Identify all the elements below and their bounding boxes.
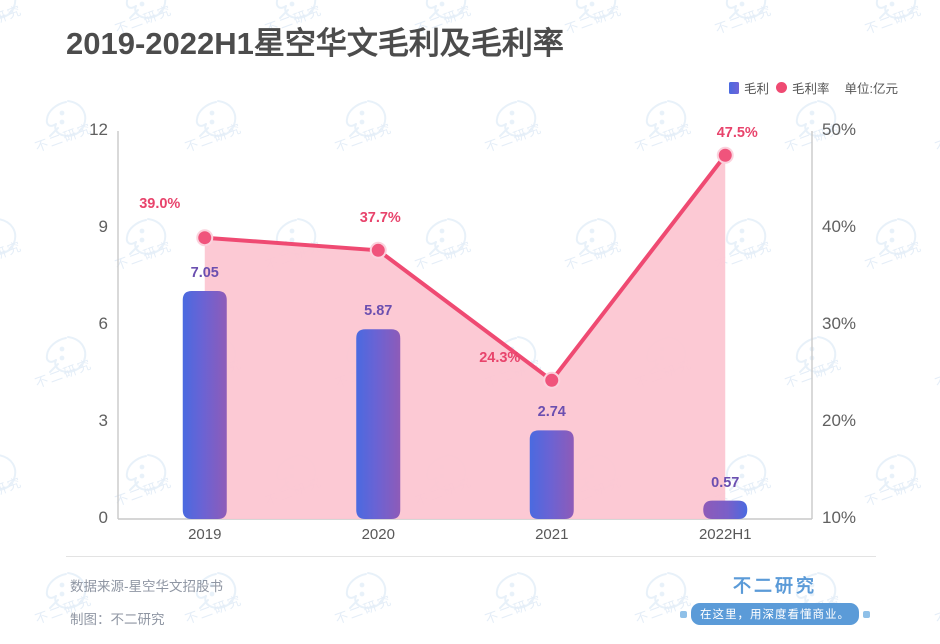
bar-2021[interactable] [529, 430, 574, 519]
line-value-label-2019: 39.0% [139, 195, 181, 212]
line-marker-group [196, 146, 734, 389]
chart-title: 2019-2022H1星空华文毛利及毛利率 [66, 26, 564, 61]
bar-value-label-2022H1: 0.57 [711, 474, 740, 491]
bar-2020[interactable] [356, 329, 401, 519]
line-value-label-2021: 24.3% [479, 350, 521, 367]
y-axis-left-tick: 6 [98, 314, 108, 333]
legend-item-bar[interactable]: 毛利 [728, 78, 769, 97]
brand-dash-right-icon [863, 610, 870, 618]
y-axis-right-tick: 10% [822, 508, 857, 527]
legend-unit-label: 单位:亿元 [844, 82, 898, 96]
x-axis-tick-2019: 2019 [188, 526, 222, 543]
line-value-label-2022H1: 47.5% [716, 125, 758, 142]
x-axis-tick-2021: 2021 [535, 526, 569, 543]
line-marker-2021[interactable] [543, 371, 561, 389]
bar-2019[interactable] [182, 291, 227, 519]
x-axis-tick-2020: 2020 [361, 526, 395, 543]
line-value-label-2020: 37.7% [359, 210, 401, 227]
y-axis-left-tick: 9 [98, 217, 108, 236]
y-axis-right-tick: 30% [822, 314, 857, 333]
footer-author: 制图：不二研究 [70, 612, 165, 627]
brand-logo: 不二研究 在这里，用深度看懂商业。 [680, 572, 870, 625]
y-axis-left-tick: 3 [98, 411, 108, 430]
bar-value-label-2021: 2.74 [537, 404, 566, 421]
bar-value-label-2020: 5.87 [364, 303, 393, 320]
bar-2022H1[interactable] [703, 500, 748, 519]
y-axis-right-tick: 20% [822, 411, 857, 430]
line-marker-2022H1[interactable] [716, 146, 734, 164]
x-axis-tick-2022H1: 2022H1 [698, 526, 752, 543]
y-axis-right-tick: 40% [822, 217, 857, 236]
legend-item-line[interactable]: 毛利率 [776, 78, 830, 97]
footer-divider [66, 556, 876, 557]
legend-swatch-line-icon [776, 82, 787, 93]
line-marker-2020[interactable] [369, 241, 387, 259]
line-marker-2019[interactable] [196, 229, 214, 247]
footer-source: 数据来源-星空华文招股书 [70, 579, 223, 594]
chart-legend: 毛利 毛利率 单位:亿元 [728, 78, 898, 97]
brand-tagline-row: 在这里，用深度看懂商业。 [680, 603, 870, 625]
line-area-fill [204, 155, 726, 519]
y-axis-left-tick: 12 [89, 120, 108, 139]
brand-tagline: 在这里，用深度看懂商业。 [691, 603, 859, 625]
legend-label-line: 毛利率 [792, 82, 830, 96]
legend-label-bar: 毛利 [743, 82, 769, 96]
bar-value-label-2019: 7.05 [190, 265, 219, 282]
brand-name: 不二研究 [733, 576, 817, 596]
y-axis-left-tick: 0 [98, 508, 108, 527]
brand-dash-left-icon [680, 610, 687, 618]
legend-swatch-bar-icon [728, 81, 739, 94]
y-axis-right-tick: 50% [822, 120, 857, 139]
